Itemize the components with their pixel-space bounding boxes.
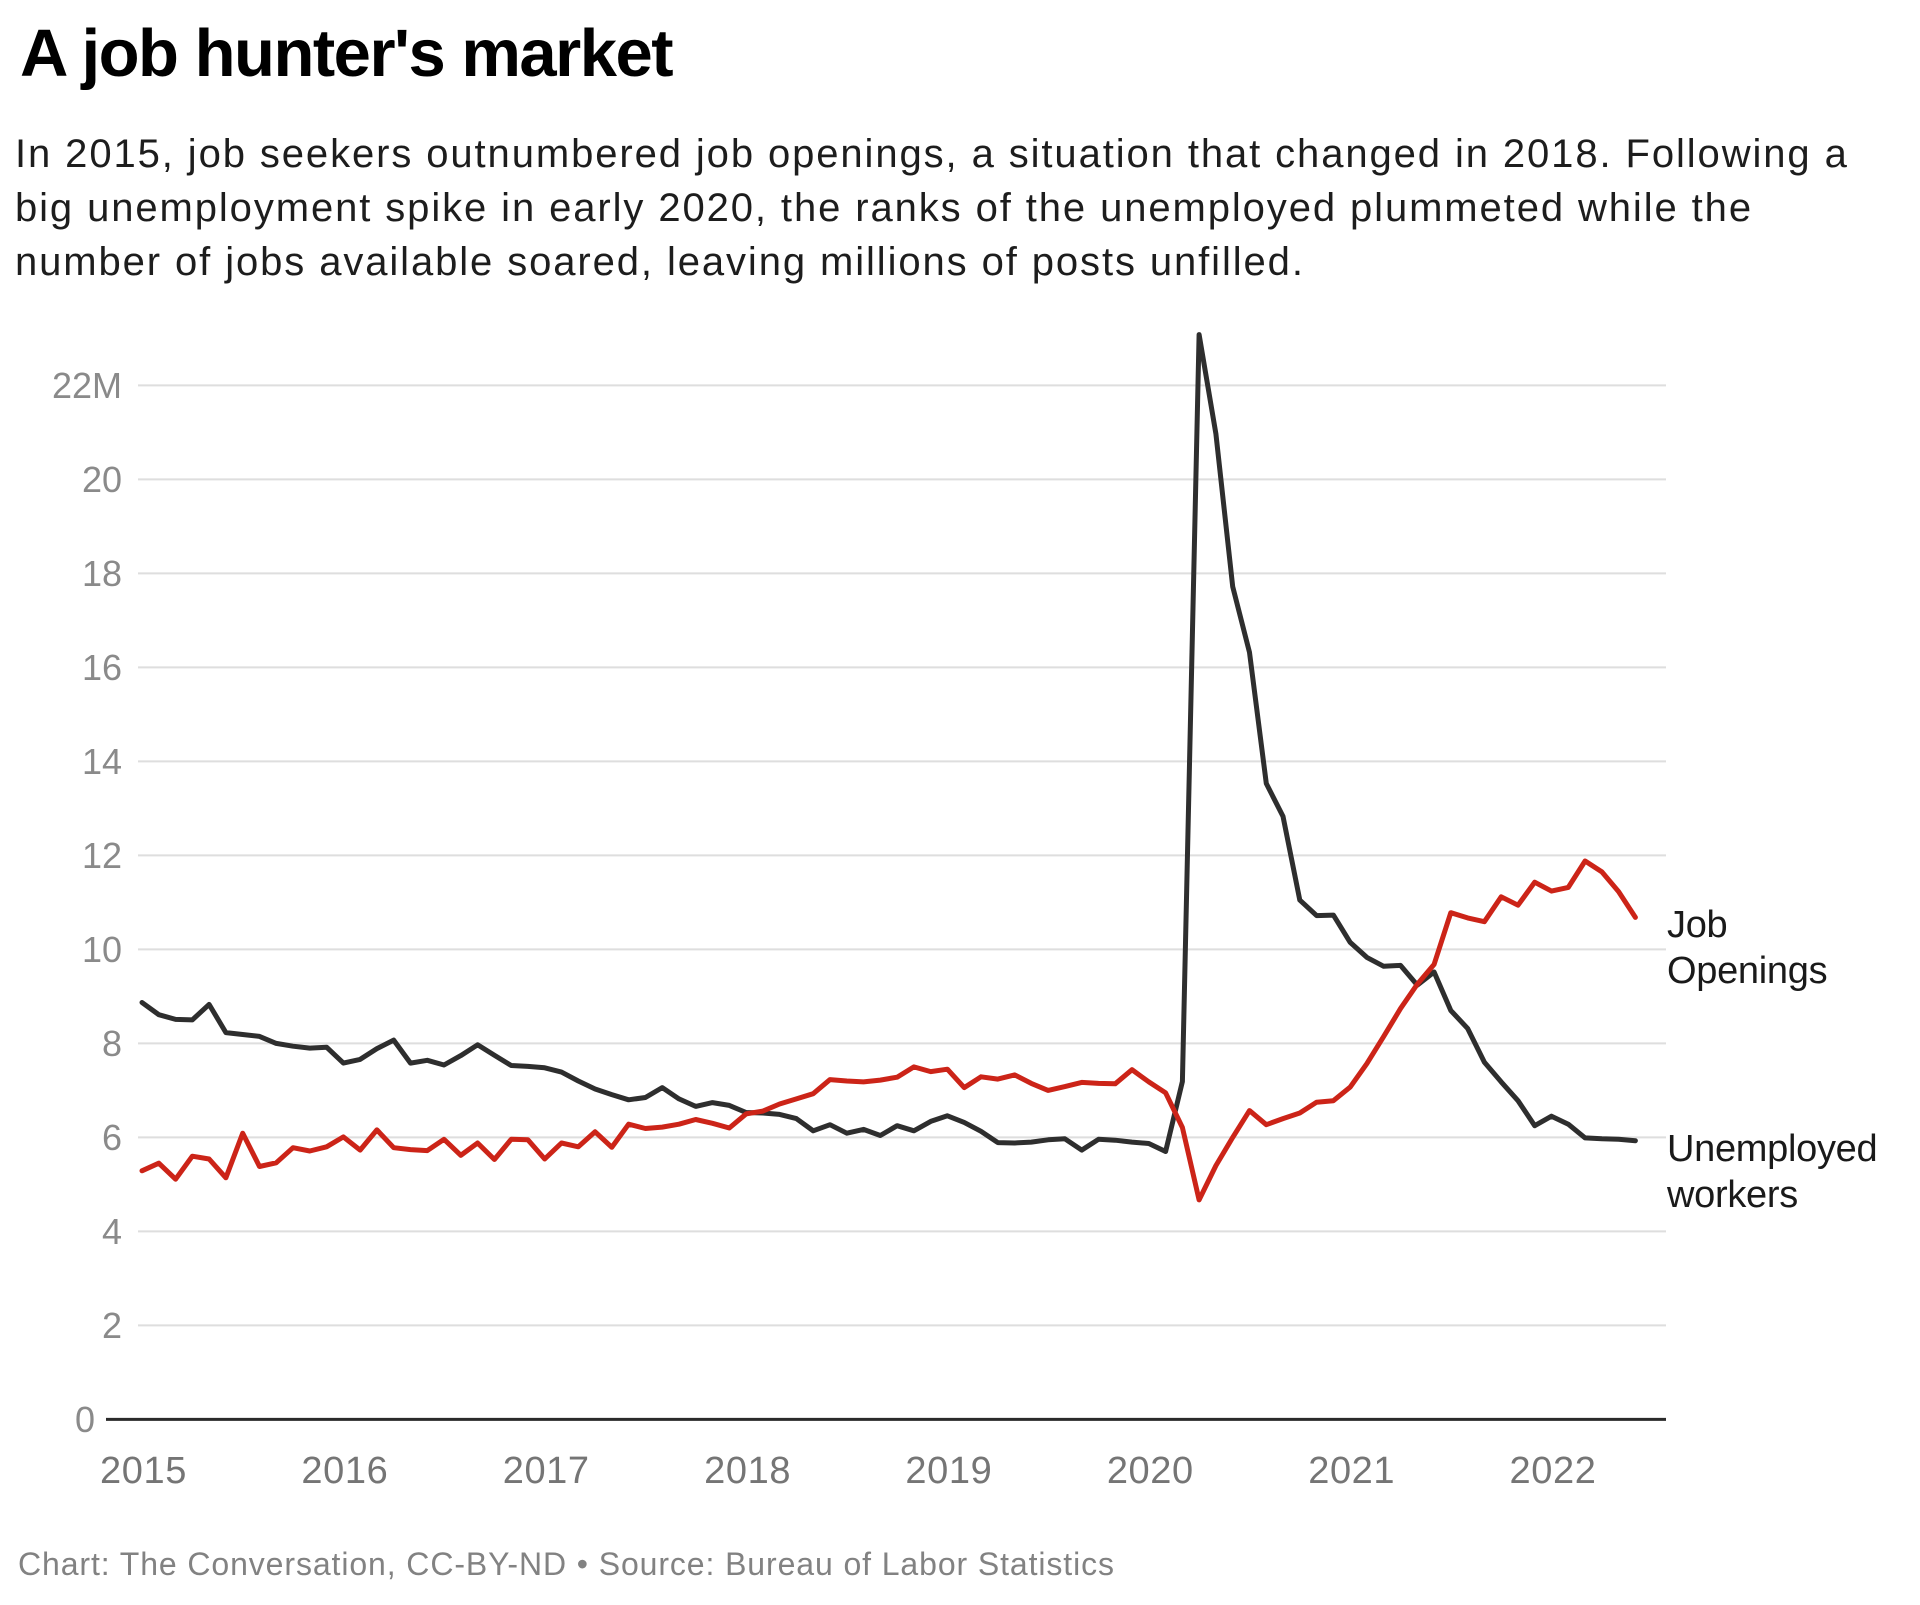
svg-text:2015: 2015 bbox=[100, 1450, 187, 1492]
svg-text:2016: 2016 bbox=[301, 1450, 388, 1492]
svg-text:Job: Job bbox=[1667, 904, 1727, 946]
svg-text:4: 4 bbox=[102, 1211, 122, 1252]
svg-text:2017: 2017 bbox=[503, 1450, 590, 1492]
svg-text:2022: 2022 bbox=[1510, 1450, 1597, 1492]
svg-text:Openings: Openings bbox=[1667, 950, 1827, 992]
svg-text:0: 0 bbox=[75, 1399, 95, 1440]
svg-text:Unemployed: Unemployed bbox=[1667, 1128, 1877, 1170]
svg-text:14: 14 bbox=[82, 741, 122, 782]
svg-text:number of jobs available soare: number of jobs available soared, leaving… bbox=[15, 240, 1305, 284]
svg-text:8: 8 bbox=[102, 1023, 122, 1064]
svg-text:big unemployment spike in earl: big unemployment spike in early 2020, th… bbox=[15, 186, 1753, 230]
svg-text:2018: 2018 bbox=[704, 1450, 791, 1492]
svg-text:10: 10 bbox=[82, 929, 122, 970]
svg-text:2021: 2021 bbox=[1308, 1450, 1395, 1492]
svg-text:2020: 2020 bbox=[1107, 1450, 1194, 1492]
svg-text:22M: 22M bbox=[52, 365, 122, 406]
svg-text:In 2015, job seekers outnumber: In 2015, job seekers outnumbered job ope… bbox=[15, 132, 1849, 176]
svg-text:workers: workers bbox=[1666, 1174, 1798, 1216]
svg-text:16: 16 bbox=[82, 647, 122, 688]
svg-text:2019: 2019 bbox=[905, 1450, 992, 1492]
svg-text:2: 2 bbox=[102, 1305, 122, 1346]
svg-text:18: 18 bbox=[82, 553, 122, 594]
svg-text:6: 6 bbox=[102, 1117, 122, 1158]
svg-text:12: 12 bbox=[82, 835, 122, 876]
svg-text:20: 20 bbox=[82, 459, 122, 500]
svg-text:A job hunter's market: A job hunter's market bbox=[20, 16, 673, 91]
svg-text:Chart: The Conversation, CC-BY: Chart: The Conversation, CC-BY-ND • Sour… bbox=[18, 1546, 1115, 1582]
